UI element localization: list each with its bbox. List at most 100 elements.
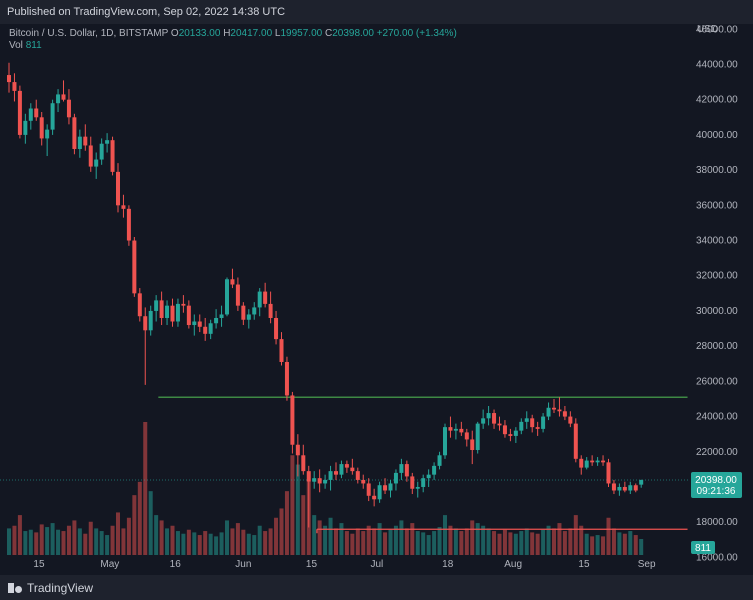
volume-bar — [263, 531, 268, 555]
volume-bar — [154, 515, 159, 555]
candle-body — [573, 423, 578, 459]
volume-bar — [470, 520, 475, 555]
volume-bar — [573, 515, 578, 555]
volume-bar — [328, 517, 333, 555]
candle-body — [344, 464, 349, 468]
y-tick-label: 46000.00 — [696, 24, 738, 35]
x-tick-label: Sep — [638, 559, 656, 570]
volume-bar — [121, 528, 126, 555]
brand-label: TradingView — [27, 581, 94, 595]
candle-body — [426, 474, 431, 479]
candle-body — [77, 136, 82, 149]
volume-bar — [426, 535, 431, 555]
volume-bar — [530, 532, 535, 555]
volume-bar — [28, 529, 33, 555]
candle-body — [388, 483, 393, 491]
open-value: 20133.00 — [178, 28, 221, 39]
volume-bar — [66, 525, 71, 555]
candle-body — [83, 136, 88, 146]
volume-bar — [170, 525, 175, 555]
candle-body — [443, 427, 447, 456]
candle-body — [143, 316, 148, 331]
volume-bar — [279, 508, 284, 555]
x-tick-label: 15 — [33, 559, 45, 570]
volume-bar — [323, 525, 328, 555]
candle-body — [165, 305, 170, 318]
volume-bar — [175, 531, 180, 555]
high-label: H — [223, 28, 231, 39]
candle-body — [203, 326, 208, 334]
y-tick-label: 34000.00 — [696, 236, 738, 247]
y-tick-label: 40000.00 — [696, 130, 738, 141]
volume-bar — [568, 528, 573, 555]
candle-body — [334, 471, 338, 475]
volume-bar — [257, 525, 262, 555]
volume-bar — [606, 517, 611, 555]
candle-body — [437, 455, 442, 466]
volume-bar — [453, 528, 458, 555]
price-chart[interactable]: 46000.00 44000.00 42000.00 40000.00 38000.00… — [0, 0, 753, 575]
volume-bar — [208, 533, 213, 555]
volume-bar — [203, 531, 208, 555]
candle-body — [45, 129, 50, 139]
volume-bar — [186, 529, 191, 555]
volume-bar — [399, 520, 404, 555]
candle-body — [39, 117, 44, 139]
volume-bar — [437, 527, 442, 555]
volume-bar — [502, 529, 507, 555]
volume-bar — [105, 535, 110, 555]
volume-bar — [77, 528, 82, 555]
volume-bar — [317, 520, 322, 555]
volume-bar — [404, 528, 409, 555]
candle-body — [208, 323, 213, 334]
x-tick-label: Aug — [504, 559, 522, 570]
candle-body — [105, 140, 110, 144]
volume-bar — [601, 536, 606, 555]
x-tick-label: Jun — [235, 559, 251, 570]
candle-body — [170, 305, 175, 322]
candle-body — [99, 143, 104, 160]
volume-bar — [448, 525, 453, 555]
candle-body — [481, 418, 486, 424]
candle-body — [241, 305, 246, 320]
volume-bar — [475, 523, 480, 555]
volume-bar — [116, 512, 120, 555]
candle-body — [633, 485, 638, 491]
candle-body — [541, 416, 546, 429]
volume-bar — [628, 531, 633, 555]
candle-body — [459, 428, 464, 433]
volume-tag-box — [691, 541, 715, 554]
candle-body — [453, 428, 458, 431]
volume-bar — [350, 533, 355, 555]
candle-body — [279, 339, 284, 362]
top-bar: Published on TradingView.com, Sep 02, 20… — [0, 0, 753, 24]
volume-bar — [7, 528, 11, 555]
volume-bar — [415, 531, 420, 555]
y-tick-label: 38000.00 — [696, 165, 738, 176]
candle-body — [372, 495, 377, 500]
candle-body — [361, 479, 366, 484]
volume-bar — [137, 481, 142, 555]
price-tag-box — [691, 471, 742, 498]
volume-bar — [274, 517, 279, 555]
candle-body — [252, 307, 257, 315]
volume-bar — [39, 524, 44, 555]
tradingview-logo[interactable]: TradingView — [8, 581, 93, 595]
volume-bar — [339, 523, 344, 555]
volume-bar — [214, 536, 219, 555]
candle-body — [562, 411, 567, 417]
currency-label: USD — [697, 24, 719, 35]
y-tick-label: 32000.00 — [696, 271, 738, 282]
volume-bar — [508, 532, 513, 555]
volume-bar — [622, 533, 627, 555]
volume-bar — [546, 525, 551, 555]
candle-body — [350, 467, 355, 472]
candle-body — [94, 159, 99, 167]
volume-bar — [361, 531, 366, 555]
volume-bar — [562, 531, 567, 555]
candle-body — [579, 458, 584, 468]
candle-body — [235, 284, 240, 306]
volume-bar — [192, 532, 197, 555]
high-value: 20417.00 — [230, 28, 273, 39]
y-tick-label: 26000.00 — [696, 376, 738, 387]
